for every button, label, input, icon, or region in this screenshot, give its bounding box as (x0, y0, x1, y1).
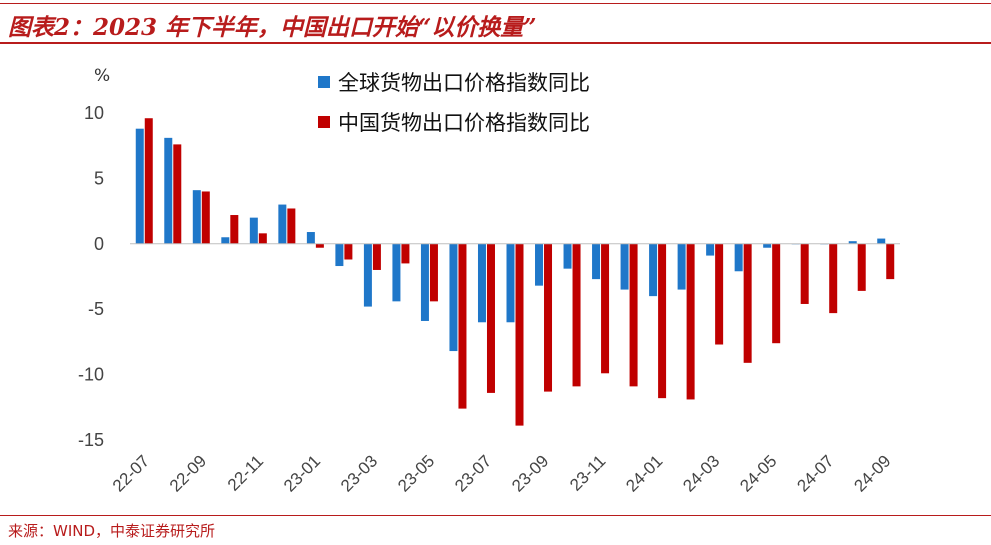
bar-china-23-11 (601, 243, 610, 374)
bar-china-23-02 (344, 243, 353, 260)
bar-global-22-07 (135, 128, 144, 244)
bar-china-23-04 (401, 243, 410, 264)
x-tick-label: 22-09 (166, 451, 210, 495)
bar-global-23-08 (506, 243, 515, 323)
bar-global-22-08 (164, 137, 173, 244)
bar-global-24-08 (848, 241, 857, 244)
bar-global-24-01 (649, 243, 658, 297)
x-tick-label: 23-09 (508, 451, 552, 495)
x-tick-label: 24-09 (850, 451, 894, 495)
y-axis-unit: % (94, 66, 111, 86)
x-tick-label: 23-11 (566, 451, 609, 494)
bar-global-22-12 (278, 204, 287, 244)
x-tick-label: 23-03 (337, 451, 381, 495)
bar-china-24-03 (715, 243, 724, 345)
bar-global-23-03 (363, 243, 372, 307)
title-bar: 图表2：2023 年下半年，中国出口开始“以价换量” (0, 0, 991, 44)
title-bottom-rule (0, 42, 991, 44)
bar-global-24-04 (734, 243, 743, 272)
bar-china-22-09 (201, 191, 210, 244)
y-tick-label: -15 (78, 430, 104, 450)
legend-swatch-global (318, 76, 330, 88)
bar-global-23-06 (449, 243, 458, 352)
bar-china-23-06 (458, 243, 467, 409)
x-tick-label: 23-01 (280, 451, 324, 495)
bar-global-23-05 (420, 243, 429, 321)
bar-global-23-07 (477, 243, 486, 323)
bar-global-24-02 (677, 243, 686, 290)
legend-item-china: 中国货物出口价格指数同比 (318, 102, 590, 142)
legend-swatch-china (318, 116, 330, 128)
bar-china-23-03 (372, 243, 381, 270)
bar-global-22-11 (249, 217, 258, 244)
bar-global-22-10 (221, 237, 230, 244)
x-tick-label: 24-07 (793, 451, 837, 495)
x-tick-label: 24-05 (736, 451, 780, 495)
bar-china-24-02 (686, 243, 695, 400)
bar-global-24-09 (877, 238, 886, 244)
title-top-rule (0, 3, 991, 4)
bar-global-23-09 (535, 243, 544, 286)
bar-china-23-08 (515, 243, 524, 426)
chart-title: 图表2：2023 年下半年，中国出口开始“以价换量” (8, 14, 537, 41)
bar-global-23-12 (620, 243, 629, 290)
bar-global-24-05 (763, 243, 772, 248)
bar-china-22-10 (230, 215, 239, 244)
bar-global-24-03 (706, 243, 715, 256)
x-tick-label: 22-07 (109, 451, 153, 495)
legend-label-global: 全球货物出口价格指数同比 (338, 71, 590, 95)
bar-china-23-05 (429, 243, 438, 302)
bar-china-23-01 (315, 243, 324, 248)
y-tick-label: -10 (78, 365, 104, 385)
bar-global-22-09 (192, 190, 201, 244)
bar-china-23-09 (544, 243, 553, 392)
bar-china-23-12 (629, 243, 638, 387)
bar-global-23-01 (306, 232, 315, 244)
x-tick-label: 22-11 (224, 451, 267, 494)
x-tick-label: 23-05 (394, 451, 438, 495)
bar-china-24-01 (658, 243, 667, 399)
y-tick-label: 10 (84, 103, 104, 123)
bar-china-22-11 (258, 233, 267, 244)
y-tick-label: 5 (94, 168, 104, 188)
bar-china-24-08 (857, 243, 866, 291)
bar-china-24-06 (800, 243, 809, 304)
legend-label-china: 中国货物出口价格指数同比 (338, 111, 590, 135)
bar-global-23-02 (335, 243, 344, 267)
bar-china-22-12 (287, 208, 296, 244)
bar-global-23-11 (592, 243, 601, 280)
bar-global-23-10 (563, 243, 572, 269)
bar-china-24-07 (829, 243, 838, 314)
bar-china-23-07 (486, 243, 495, 393)
bar-china-24-09 (886, 243, 895, 280)
bar-china-24-05 (772, 243, 781, 344)
y-tick-label: 0 (94, 234, 104, 254)
y-tick-label: -5 (88, 299, 104, 319)
bar-china-22-07 (144, 118, 153, 244)
bar-china-22-08 (173, 144, 182, 244)
x-tick-label: 24-03 (679, 451, 723, 495)
bar-global-23-04 (392, 243, 401, 302)
bar-china-24-04 (743, 243, 752, 363)
legend-item-global: 全球货物出口价格指数同比 (318, 62, 590, 102)
legend: 全球货物出口价格指数同比 中国货物出口价格指数同比 (318, 62, 590, 142)
bar-china-23-10 (572, 243, 581, 387)
x-tick-label: 24-01 (622, 451, 666, 495)
x-tick-label: 23-07 (451, 451, 495, 495)
footer-rule (0, 515, 991, 516)
source-note: 来源：WIND，中泰证券研究所 (8, 522, 216, 540)
